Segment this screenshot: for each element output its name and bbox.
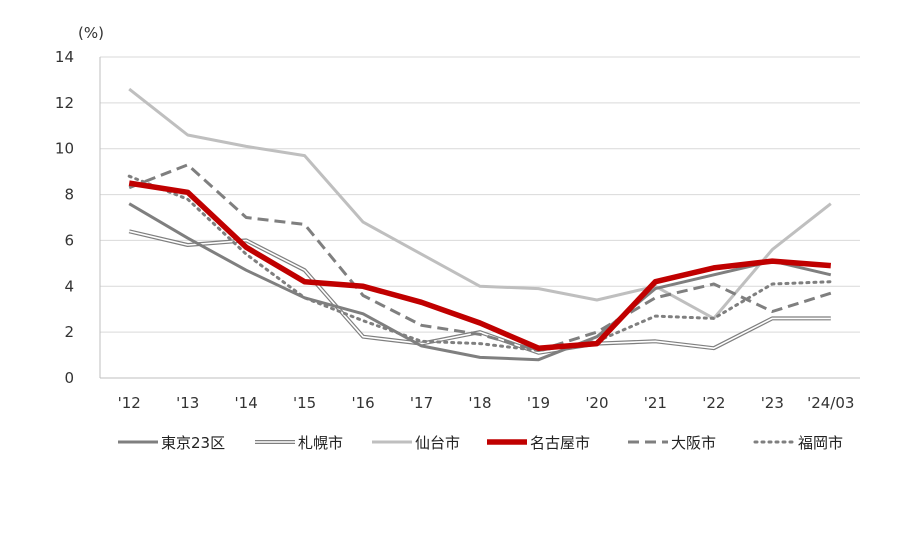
legend: 東京23区 札幌市 仙台市 名古屋市 大阪市 福岡市 [118,434,843,452]
x-tick-label-11: '23 [761,394,784,412]
x-tick-label-2: '14 [235,394,258,412]
y-tick-label-2: 2 [64,323,74,341]
series-line-2 [128,87,832,320]
x-tick-label-9: '21 [644,394,667,412]
x-tick-label-8: '20 [585,394,608,412]
x-tick-label-6: '18 [468,394,491,412]
legend-label-0: 東京23区 [161,434,225,452]
x-tick-label-4: '16 [351,394,374,412]
series-line-3 [128,180,832,351]
legend-label-1: 札幌市 [298,434,343,452]
y-tick-label-0: 0 [64,369,74,387]
x-tick-label-0: '12 [118,394,141,412]
legend-label-2: 仙台市 [415,434,460,452]
x-tick-label-10: '22 [702,394,725,412]
series-lines [127,87,833,362]
legend-label-5: 福岡市 [798,434,843,452]
x-tick-label-5: '17 [410,394,433,412]
series-line-1-inner [129,230,831,354]
y-tick-label-6: 6 [64,231,74,249]
y-tick-label-10: 10 [55,140,74,158]
y-tick-label-8: 8 [64,186,74,204]
legend-label-4: 大阪市 [671,434,716,452]
series-line-4 [128,163,832,352]
series-line-1 [128,229,831,355]
x-tick-label-7: '19 [527,394,550,412]
x-tick-label-1: '13 [176,394,199,412]
x-tick-label-12: '24/03 [807,394,854,412]
legend-label-3: 名古屋市 [530,434,590,452]
series-line-0 [128,202,832,362]
y-tick-label-4: 4 [64,277,74,295]
x-tick-label-3: '15 [293,394,316,412]
axes: 0 2 4 6 8 10 12 14 '12 '13 '14 '15 '16 '17 '18 '19 '20 '2… [55,48,860,412]
grid-lines [100,56,860,333]
series-line-5 [127,174,833,352]
y-tick-label-14: 14 [55,48,74,66]
y-tick-label-12: 12 [55,94,74,112]
y-unit-label: (%) [78,24,104,42]
